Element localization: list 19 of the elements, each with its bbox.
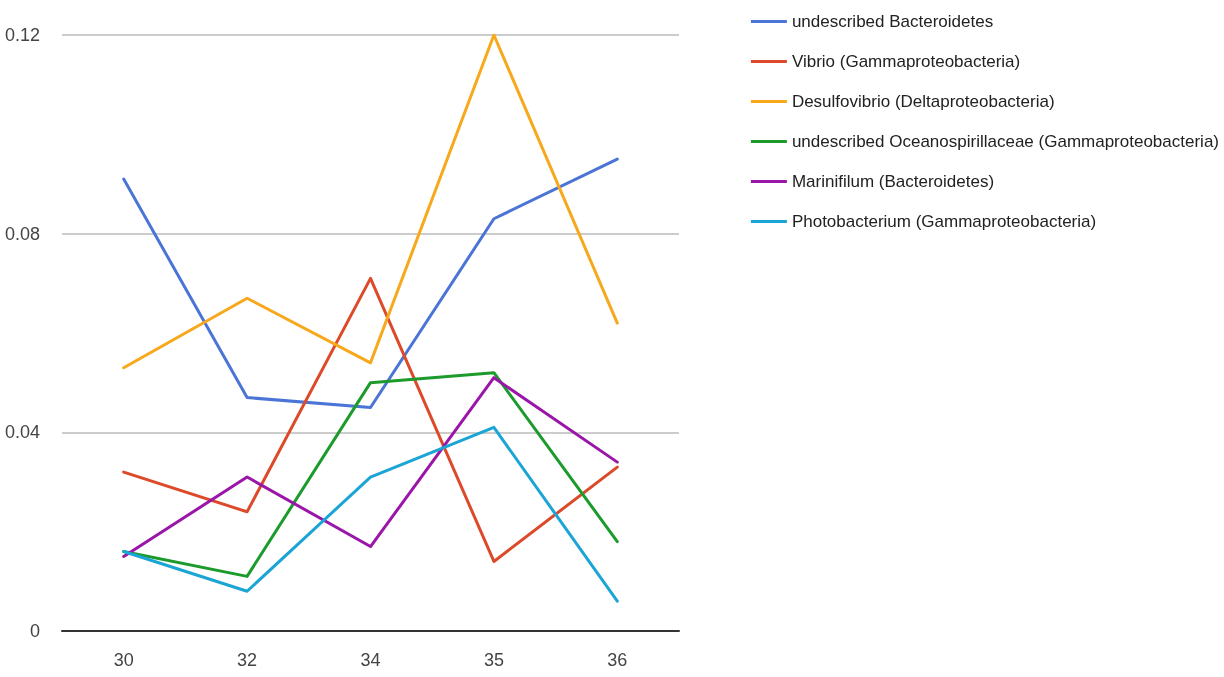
legend-label: undescribed Oceanospirillaceae (Gammaproteobacteria) <box>791 132 1219 151</box>
legend-label: Desulfovibrio (Deltaproteobacteria) <box>791 92 1055 111</box>
legend-label: Vibrio (Gammaproteobacteria) <box>791 52 1021 71</box>
x-tick-label: 32 <box>237 650 258 670</box>
y-tick-label: 0.12 <box>4 25 40 45</box>
legend-label: undescribed Bacteroidetes <box>791 12 994 31</box>
line-series <box>122 276 619 563</box>
y-tick-label: 0.08 <box>4 223 40 244</box>
x-tick-label: 36 <box>607 650 628 670</box>
line-series <box>122 33 619 370</box>
x-tick-label: 35 <box>483 650 504 670</box>
line-series <box>122 157 619 409</box>
x-tick-label: 34 <box>360 650 381 670</box>
line-series <box>122 425 619 603</box>
x-tick-label: 30 <box>113 650 134 670</box>
y-tick-label: 0.04 <box>4 422 40 443</box>
legend-label: Marinifilum (Bacteroidetes) <box>791 172 995 191</box>
y-tick-label: 0 <box>29 621 40 641</box>
legend-label: Photobacterium (Gammaproteobacteria) <box>791 212 1097 231</box>
